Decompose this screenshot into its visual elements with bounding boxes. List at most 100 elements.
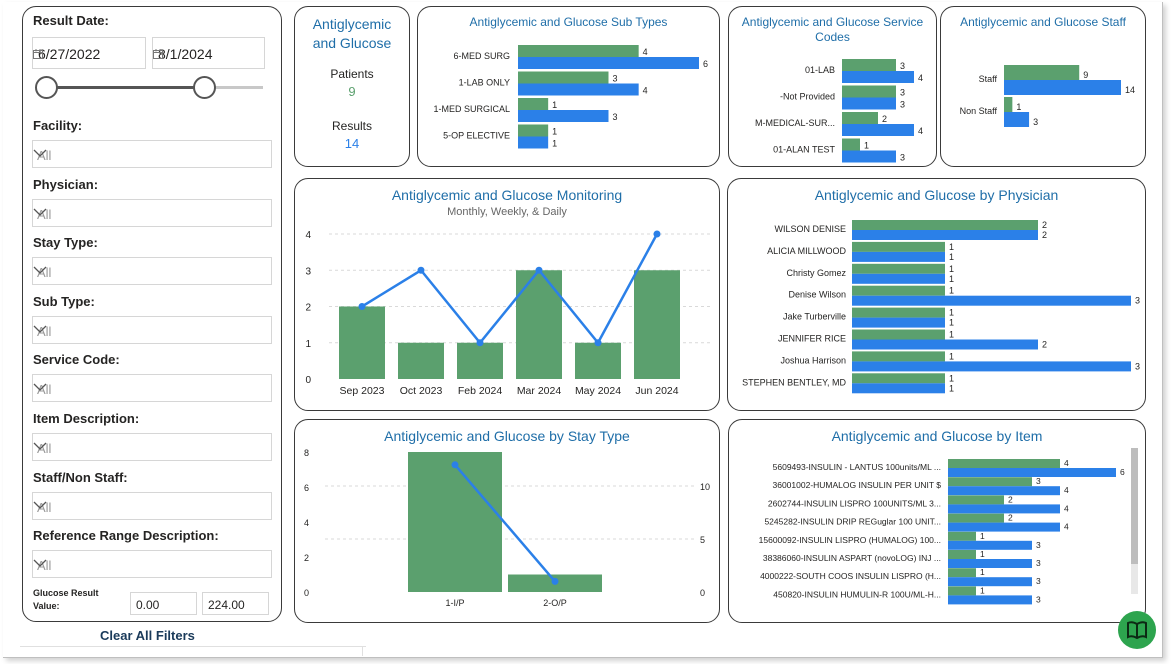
data-label: 6: [703, 59, 708, 69]
stay-type-bar: [408, 452, 502, 592]
start-date-input[interactable]: 6/27/2022: [32, 37, 146, 69]
date-slider-end-handle[interactable]: [193, 76, 216, 99]
data-label: 2: [1042, 220, 1047, 230]
x-tick-label: Sep 2023: [340, 385, 385, 397]
data-label: 1: [949, 383, 954, 393]
data-label: 1: [1016, 102, 1021, 112]
staff-chart: Staff 9 14 Non Staff 1 3: [960, 65, 1135, 127]
kpi-title-line-2: and Glucose: [312, 35, 392, 51]
patients-bar: [518, 98, 549, 110]
results-bar: [948, 577, 1032, 587]
results-bar: [842, 97, 896, 110]
y-tick-label: 4: [305, 230, 311, 241]
chevron-down-icon: [33, 266, 47, 275]
results-bar: [948, 504, 1060, 514]
monitoring-bar: [516, 270, 562, 379]
data-label: 3: [900, 153, 905, 163]
patients-bar: [518, 45, 639, 57]
results-bar: [518, 57, 699, 69]
patients-bar: [948, 513, 1004, 523]
monitoring-point: [653, 230, 661, 238]
glucose-min-input[interactable]: 0.00: [130, 592, 197, 615]
results-bar: [1004, 112, 1030, 127]
x-tick-label: Jun 2024: [635, 385, 678, 397]
y-tick-label: 2: [305, 303, 311, 314]
patients-bar: [852, 241, 945, 252]
monitoring-point: [358, 303, 366, 310]
data-label: 1: [980, 567, 985, 577]
stay-type-label: Stay Type:: [33, 235, 98, 251]
end-date-value: 8/1/2024: [158, 46, 213, 62]
clear-all-filters-button[interactable]: Clear All Filters: [100, 628, 195, 643]
patients-bar: [852, 351, 945, 362]
monitoring-chart-card: Antiglycemic and Glucose Monitoring Mont…: [294, 178, 720, 411]
results-bar: [948, 559, 1032, 568]
physician-chart-title: Antiglycemic and Glucose by Physician: [814, 187, 1059, 203]
stay-type-point: [451, 461, 459, 469]
stay-type-selected-value: All: [37, 265, 52, 281]
results-bar: [948, 486, 1060, 496]
data-label: 1: [552, 139, 557, 149]
staff-non-staff-selected-value: All: [37, 499, 52, 515]
right-y-tick-label: 0: [700, 588, 705, 598]
staff-non-staff-dropdown[interactable]: All: [32, 491, 272, 520]
patients-value: 9: [348, 84, 356, 99]
category-label: Joshua Harrison: [780, 355, 846, 365]
data-label: 3: [1036, 558, 1041, 568]
category-label: WILSON DENISE: [774, 224, 846, 234]
book-icon-button[interactable]: [1118, 611, 1156, 649]
data-label: 3: [900, 100, 905, 110]
data-label: 1: [980, 585, 985, 595]
category-label: 36001002-HUMALOG INSULIN PER UNIT $: [773, 480, 942, 490]
chevron-down-icon: [33, 208, 47, 216]
left-y-tick-label: 8: [304, 448, 309, 458]
category-label: 5245282-INSULIN DRIP REGuglar 100 UNIT..…: [764, 517, 941, 527]
physician-selected-value: All: [37, 206, 52, 222]
reference-range-description-dropdown[interactable]: All: [32, 550, 272, 579]
date-slider-start-handle[interactable]: [35, 76, 58, 99]
category-label: 450820-INSULIN HUMULIN-R 100U/ML-H...: [773, 589, 941, 599]
item-description-dropdown[interactable]: All: [32, 433, 272, 461]
monitoring-chart-subtitle: Monthly, Weekly, & Daily: [447, 206, 567, 218]
patients-bar: [852, 329, 945, 340]
sub-type-dropdown[interactable]: All: [32, 315, 272, 344]
data-label: 9: [1083, 70, 1088, 80]
service-codes-title-line-1: Antiglycemic and Glucose Service: [741, 15, 924, 29]
patients-bar: [842, 138, 860, 151]
data-label: 1: [949, 318, 954, 328]
patients-bar: [518, 124, 549, 137]
monitoring-chart: 0 1 2 3 4 Sep 2023 Oct 2023 Feb 2024 Mar 2024 May…: [305, 230, 713, 397]
y-tick-label: 0: [305, 375, 311, 386]
category-label: 2602744-INSULIN LISPRO 100UNITS/ML 3...: [768, 498, 941, 508]
data-label: 3: [1135, 361, 1140, 371]
patients-bar: [1004, 97, 1013, 112]
x-tick-label: May 2024: [575, 385, 621, 397]
results-bar: [518, 83, 639, 96]
results-bar: [518, 136, 549, 149]
reference-range-description-selected-value: All: [37, 558, 52, 574]
glucose-max-input[interactable]: 224.00: [202, 592, 269, 615]
data-label: 2: [1042, 340, 1047, 350]
service-code-dropdown[interactable]: All: [32, 374, 272, 403]
data-label: 4: [643, 86, 648, 96]
end-date-input[interactable]: 8/1/2024: [152, 37, 265, 69]
stay-type-dropdown[interactable]: All: [32, 257, 272, 286]
service-codes-title-line-2: Codes: [815, 30, 850, 44]
category-label: Staff: [979, 74, 998, 84]
reference-range-description-label: Reference Range Description:: [33, 528, 219, 544]
glucose-max-value: 224.00: [208, 598, 245, 612]
facility-dropdown[interactable]: All: [32, 140, 272, 168]
patients-bar: [948, 531, 976, 541]
category-label: 01-LAB: [805, 65, 835, 75]
result-date-label: Result Date:: [33, 13, 109, 28]
x-tick-label: 2-O/P: [543, 598, 567, 608]
sub-types-chart-title: Antiglycemic and Glucose Sub Types: [469, 15, 668, 29]
results-bar: [948, 540, 1032, 550]
item-chart-scroll-thumb[interactable]: [1131, 448, 1138, 564]
item-chart-card: Antiglycemic and Glucose by Item 5609493…: [728, 419, 1146, 623]
physician-dropdown[interactable]: All: [32, 198, 272, 227]
x-tick-label: Feb 2024: [458, 385, 503, 397]
data-label: 3: [1135, 296, 1140, 306]
chevron-down-icon: [33, 325, 47, 333]
